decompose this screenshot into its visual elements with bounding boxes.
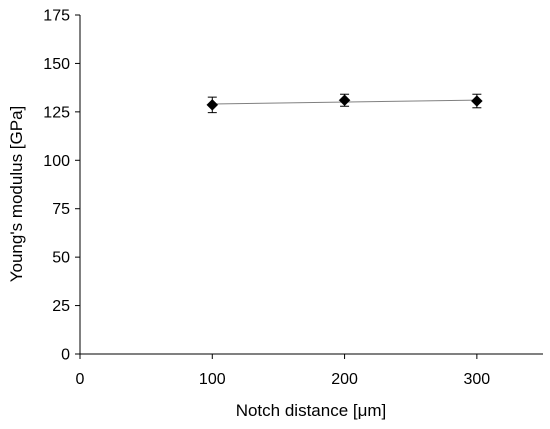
y-tick-label: 50 (52, 250, 70, 267)
y-tick-label: 175 (43, 8, 70, 25)
axes (79, 15, 543, 355)
data-point-diamond (206, 99, 219, 111)
x-tick-label: 100 (199, 371, 226, 388)
y-tick-label: 125 (43, 104, 70, 121)
y-axis-title: Young's modulus [GPa] (7, 106, 26, 283)
data-point-diamond (471, 95, 483, 107)
y-tick-label: 150 (43, 56, 70, 73)
y-tick-label: 100 (43, 153, 70, 170)
x-tick-label: 200 (331, 371, 358, 388)
data-point-diamond (338, 94, 351, 107)
y-tick-label: 75 (52, 201, 70, 218)
x-axis-title: Notch distance [μm] (236, 401, 387, 420)
y-tick-label: 25 (52, 298, 70, 315)
x-tick-label: 0 (76, 371, 85, 388)
ticks: 0 25 50 75 100 125 150 175 0 100 200 300 (43, 8, 490, 389)
y-tick-label: 0 (61, 347, 70, 364)
x-tick-label: 300 (464, 371, 491, 388)
data-points (206, 94, 483, 111)
